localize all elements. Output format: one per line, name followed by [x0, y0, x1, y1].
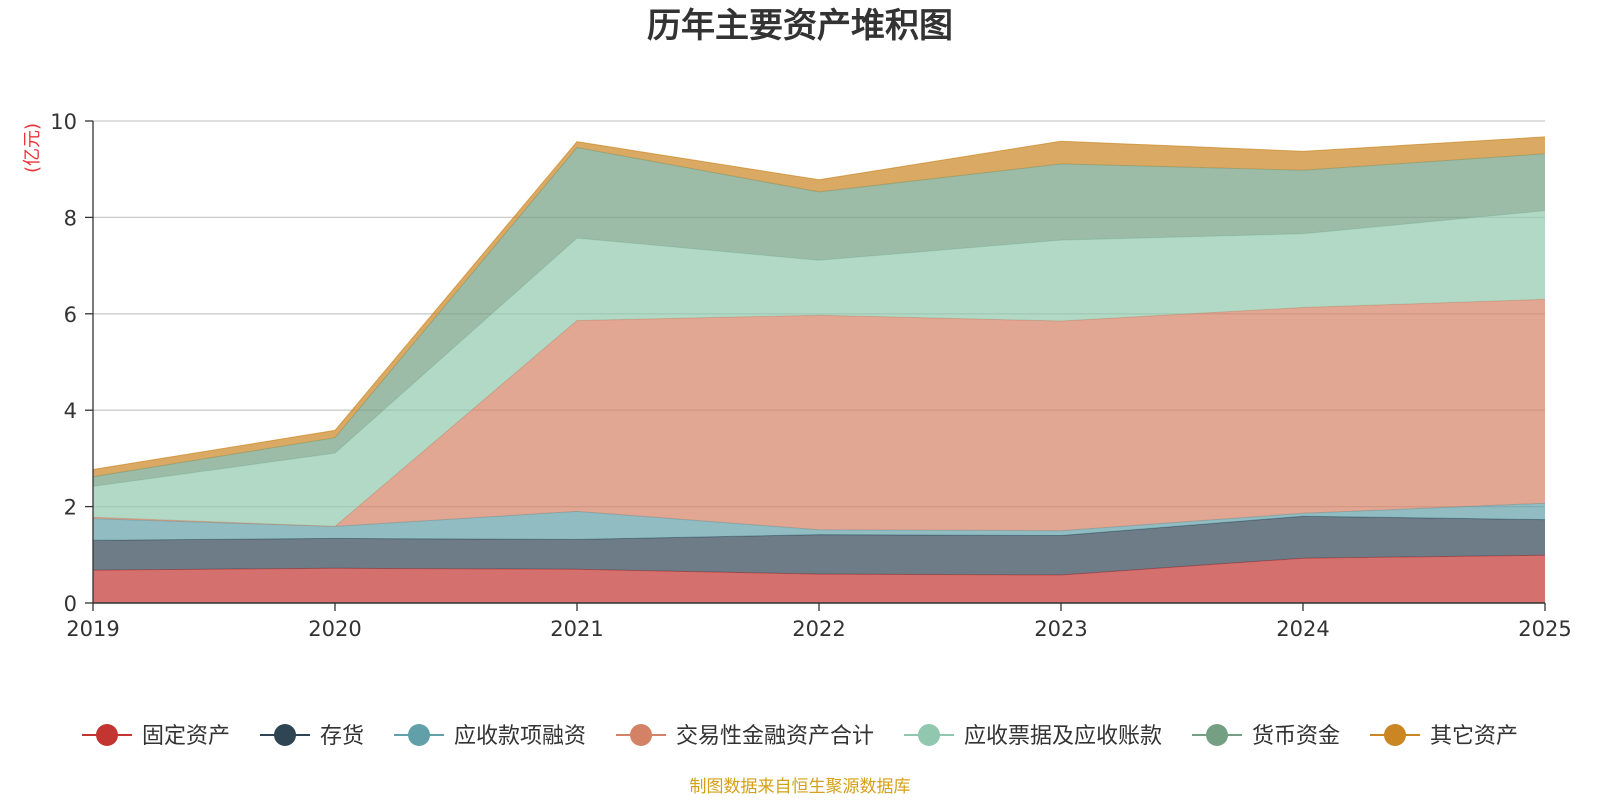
area-series	[92, 136, 1546, 603]
x-tick-label: 2024	[1276, 617, 1329, 641]
area-2	[93, 503, 1545, 541]
x-tick-label: 2022	[792, 617, 845, 641]
area-1	[93, 516, 1545, 575]
legend-item-3[interactable]: 交易性金融资产合计	[616, 724, 874, 749]
legend-marker-icon	[918, 724, 940, 746]
legend-marker-icon	[408, 724, 430, 746]
area-top-line-6	[92, 136, 1546, 470]
x-tick-label: 2020	[308, 617, 361, 641]
y-tick-label: 8	[64, 206, 77, 230]
area-4	[93, 210, 1545, 527]
legend-label: 交易性金融资产合计	[676, 724, 874, 749]
legend-item-1[interactable]: 存货	[260, 724, 364, 749]
area-5	[93, 147, 1545, 487]
x-tick-label: 2025	[1518, 617, 1571, 641]
y-tick-label: 2	[64, 496, 77, 520]
legend-label: 货币资金	[1252, 724, 1340, 749]
legend-item-5[interactable]: 货币资金	[1192, 724, 1340, 749]
data-source-note: 制图数据来自恒生聚源数据库	[690, 777, 911, 797]
legend-item-4[interactable]: 应收票据及应收账款	[904, 724, 1162, 749]
legend-item-0[interactable]: 固定资产	[82, 724, 230, 749]
legend-item-2[interactable]: 应收款项融资	[394, 724, 586, 749]
legend-marker-icon	[1384, 724, 1406, 746]
legend-label: 固定资产	[142, 724, 230, 749]
x-tick-label: 2023	[1034, 617, 1087, 641]
legend-marker-icon	[96, 724, 118, 746]
legend-label: 其它资产	[1430, 724, 1518, 749]
legend-marker-icon	[274, 724, 296, 746]
legend-label: 应收款项融资	[454, 724, 586, 749]
legend-label: 应收票据及应收账款	[964, 724, 1162, 749]
y-axis-unit: (亿元)	[22, 123, 43, 173]
legend-label: 存货	[320, 724, 364, 749]
y-tick-label: 0	[64, 592, 77, 616]
x-tick-label: 2019	[66, 617, 119, 641]
area-3	[93, 299, 1545, 531]
x-tick-label: 2021	[550, 617, 603, 641]
legend-marker-icon	[1206, 724, 1228, 746]
y-tick-label: 6	[64, 303, 77, 327]
y-tick-label: 10	[50, 110, 77, 134]
legend-marker-icon	[630, 724, 652, 746]
legend[interactable]: 固定资产 存货 应收款项融资 交易性金融资产合计 应收票据及应收账款 货币资金 其它资产	[82, 724, 1518, 749]
legend-item-6[interactable]: 其它资产	[1370, 724, 1518, 749]
axes: 0 2 4 6 8 10 2019 2020 2021 2022 2023 2024 2025	[50, 110, 1571, 641]
area-0	[93, 555, 1545, 603]
chart-title: 历年主要资产堆积图	[647, 6, 953, 46]
y-tick-label: 4	[64, 399, 77, 423]
